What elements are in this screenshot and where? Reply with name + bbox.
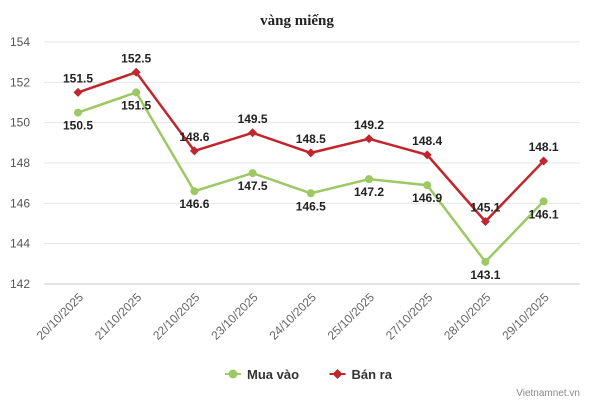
data-point[interactable] <box>481 257 490 266</box>
data-label: 146.5 <box>296 199 326 213</box>
data-point[interactable] <box>539 197 548 206</box>
data-label: 150.5 <box>63 119 93 133</box>
y-tick-label: 146 <box>10 196 30 210</box>
chart-title: vàng miếng <box>260 13 334 29</box>
data-point[interactable] <box>132 88 141 97</box>
data-label: 146.6 <box>179 197 209 211</box>
x-tick-label: 21/10/2025 <box>92 290 145 343</box>
data-label: 151.5 <box>121 98 151 112</box>
legend-item-label[interactable]: Bán ra <box>352 367 393 382</box>
data-point[interactable] <box>539 156 549 166</box>
data-point[interactable] <box>131 67 141 77</box>
grid-lines <box>44 41 580 285</box>
y-tick-label: 152 <box>10 75 30 89</box>
x-tick-label: 20/10/2025 <box>34 290 87 343</box>
data-point[interactable] <box>73 87 83 97</box>
data-label: 147.5 <box>238 179 268 193</box>
data-point[interactable] <box>364 134 374 144</box>
data-point[interactable] <box>74 108 82 117</box>
x-tick-label: 22/10/2025 <box>150 290 203 343</box>
legend[interactable]: Mua vào Bán ra <box>225 367 393 382</box>
data-label: 143.1 <box>470 268 500 282</box>
data-point[interactable] <box>248 128 258 138</box>
source-credit: Vietnamnet.vn <box>516 388 580 399</box>
data-labels: 150.5 151.5 146.6 147.5 146.5 147.2 146.9 143.1… <box>63 51 559 282</box>
y-axis-ticks: 142 144 146 148 150 152 154 <box>10 35 30 291</box>
x-tick-label: 29/10/2025 <box>499 290 552 343</box>
data-label: 151.5 <box>63 71 93 85</box>
x-tick-label: 27/10/2025 <box>383 290 436 343</box>
data-label: 148.6 <box>179 130 209 144</box>
series-group <box>73 67 549 266</box>
x-axis-ticks: 20/10/2025 21/10/2025 22/10/2025 23/10/2025… <box>34 290 552 343</box>
data-label: 146.1 <box>529 207 559 221</box>
data-point[interactable] <box>480 216 490 226</box>
x-tick-label: 23/10/2025 <box>208 290 261 343</box>
series-line <box>77 90 545 264</box>
data-label: 148.5 <box>296 132 326 146</box>
y-tick-label: 150 <box>10 116 30 130</box>
data-label: 146.9 <box>412 191 442 205</box>
data-label: 148.4 <box>412 134 442 148</box>
data-label: 149.5 <box>238 112 268 126</box>
data-point[interactable] <box>422 150 432 160</box>
data-point[interactable] <box>189 146 199 156</box>
y-tick-label: 148 <box>10 156 30 170</box>
data-point[interactable] <box>423 181 432 190</box>
data-point[interactable] <box>248 169 257 178</box>
data-label: 149.2 <box>354 118 384 132</box>
data-point[interactable] <box>365 175 373 184</box>
data-label: 148.1 <box>529 140 559 154</box>
x-tick-label: 25/10/2025 <box>325 290 378 343</box>
data-label: 152.5 <box>121 51 151 65</box>
x-tick-label: 28/10/2025 <box>441 290 494 343</box>
data-point[interactable] <box>306 189 315 198</box>
data-label: 147.2 <box>354 185 384 199</box>
x-tick-label: 24/10/2025 <box>267 290 320 343</box>
y-tick-label: 144 <box>10 237 30 251</box>
data-point[interactable] <box>190 187 199 196</box>
legend-marker <box>228 369 238 379</box>
y-tick-label: 142 <box>10 277 30 291</box>
legend-marker <box>332 369 343 379</box>
data-point[interactable] <box>306 148 316 158</box>
legend-item-label[interactable]: Mua vào <box>247 367 299 382</box>
y-tick-label: 154 <box>10 35 30 49</box>
data-label: 145.1 <box>470 200 500 214</box>
